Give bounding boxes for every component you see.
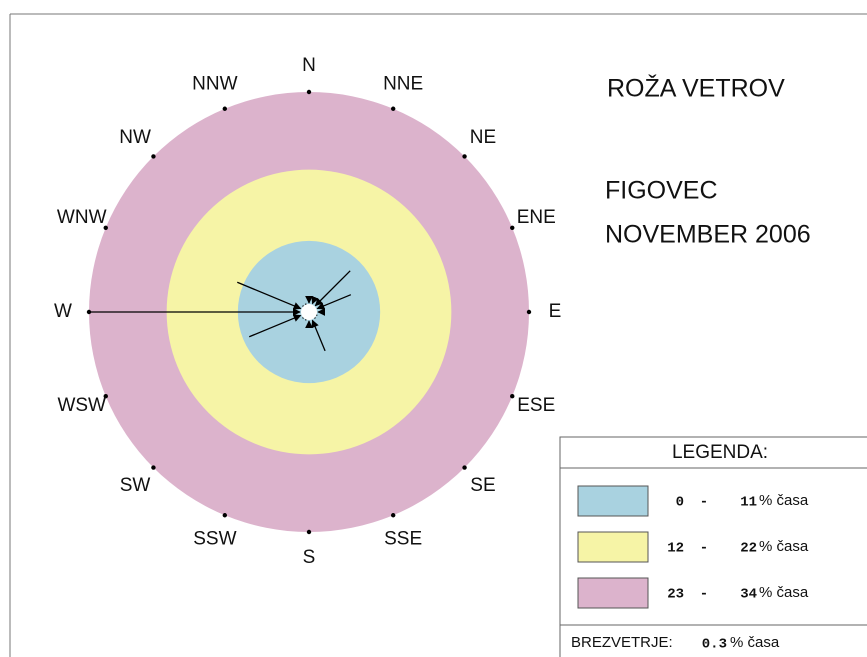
direction-label: N <box>302 55 316 76</box>
direction-dot <box>510 225 515 231</box>
direction-dot <box>222 106 228 111</box>
legend-separator: - <box>700 541 708 557</box>
legend-to: 22 <box>740 541 757 557</box>
direction-label: E <box>549 301 562 322</box>
direction-label: NE <box>470 127 496 148</box>
direction-dot <box>103 393 108 399</box>
wind-ray <box>248 314 302 338</box>
direction-label: ENE <box>517 207 556 228</box>
direction-dot <box>151 465 156 470</box>
center <box>301 304 317 320</box>
direction-label: SW <box>120 475 151 496</box>
direction-dot <box>222 513 228 518</box>
subtitle: FIGOVEC <box>605 177 718 205</box>
calm-label: BREZVETRJE: <box>571 634 673 651</box>
legend-separator: - <box>700 587 708 603</box>
direction-label: SSW <box>193 528 236 549</box>
subtitle: NOVEMBER 2006 <box>605 221 811 249</box>
direction-dot <box>462 154 467 159</box>
direction-label: NNE <box>383 74 423 95</box>
direction-label: NW <box>119 127 151 148</box>
legend-from: 0 <box>676 495 684 511</box>
legend-separator: - <box>700 495 708 511</box>
legend-unit: % časa <box>759 584 809 601</box>
legend-swatch <box>577 577 649 609</box>
legend-unit: % časa <box>759 538 809 555</box>
direction-dot <box>306 89 312 95</box>
chart-title: ROŽA VETROV <box>607 74 785 103</box>
legend-to: 11 <box>740 495 757 511</box>
legend-from: 23 <box>667 587 684 603</box>
direction-dot <box>510 393 515 399</box>
direction-label: NNW <box>192 74 237 95</box>
direction-dot <box>103 225 108 231</box>
direction-label: WNW <box>57 207 107 228</box>
calm-unit: % časa <box>730 634 780 651</box>
wind-ray <box>316 294 352 310</box>
legend-to: 34 <box>740 587 757 603</box>
direction-dot <box>462 465 467 470</box>
legend-from: 12 <box>667 541 684 557</box>
direction-label: WSW <box>57 395 106 416</box>
direction-dot <box>306 529 312 535</box>
legend-unit: % časa <box>759 492 809 509</box>
legend-title: LEGENDA: <box>672 442 768 463</box>
direction-label: ESE <box>517 395 555 416</box>
direction-label: SSE <box>384 528 422 549</box>
wind-ray <box>311 319 326 352</box>
direction-label: W <box>54 301 72 322</box>
direction-dot <box>390 106 396 111</box>
direction-dot <box>390 513 396 518</box>
calm-value: 0.3 <box>702 637 727 653</box>
direction-label: SE <box>470 475 495 496</box>
legend-swatch <box>577 485 649 517</box>
direction-labels: N NNE NE ENE E ESE SE SSE S SSW SW WSW W WNW NW NNW <box>54 55 561 568</box>
wind-ray <box>237 281 302 310</box>
wind-ray <box>314 270 351 307</box>
direction-dot <box>526 309 532 315</box>
direction-label: S <box>303 547 316 568</box>
direction-dot <box>151 154 156 159</box>
direction-dot <box>86 309 92 315</box>
legend-swatch <box>577 531 649 563</box>
